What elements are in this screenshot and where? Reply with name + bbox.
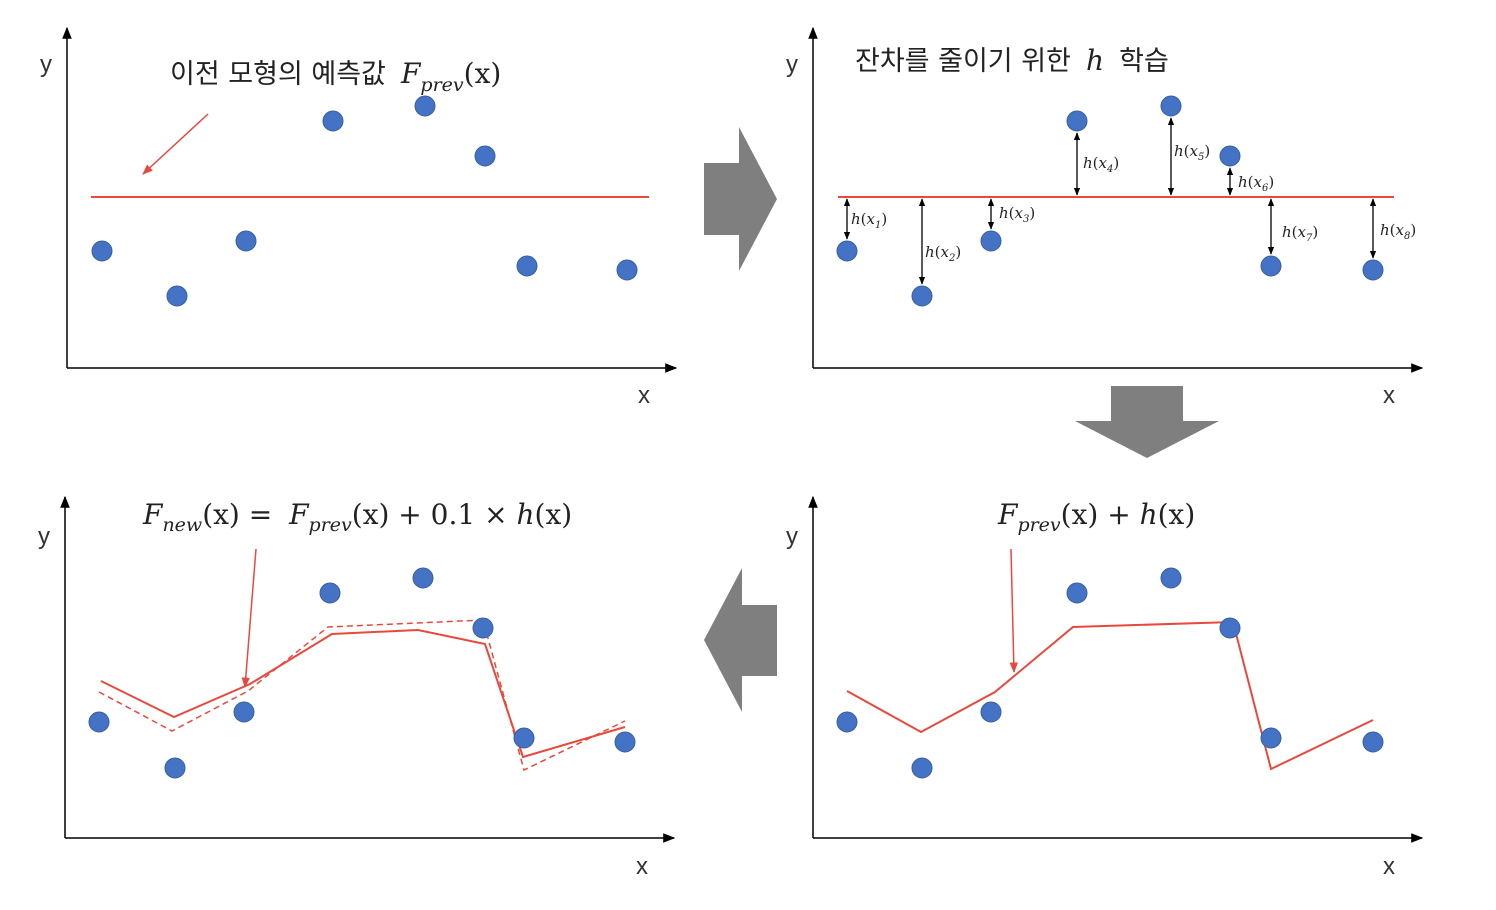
x-axis-label: x	[636, 853, 648, 880]
data-point	[1160, 567, 1182, 589]
residual-label: h(x1)	[851, 210, 887, 231]
panel-residual: y x 잔차를 줄이기 위한 h 학습 h(x1) h(x2) h(x3) h(…	[786, 26, 1424, 409]
data-point	[980, 701, 1002, 723]
data-point	[513, 727, 535, 749]
data-point	[1219, 617, 1241, 639]
residual-labels: h(x1) h(x2) h(x3) h(x4) h(x5) h(x6) h(x7…	[851, 142, 1416, 264]
pointer-arrow	[241, 548, 257, 689]
data-point	[1260, 727, 1282, 749]
residual-label: h(x2)	[925, 243, 961, 264]
residual-label: h(x4)	[1083, 154, 1119, 175]
data-point	[616, 259, 638, 281]
data-point	[1362, 731, 1384, 753]
prediction-line	[846, 620, 1374, 771]
pointer-arrow	[142, 113, 209, 175]
data-point	[472, 617, 494, 639]
data-points	[836, 95, 1384, 307]
data-point	[235, 230, 257, 252]
arrow-left-block	[704, 568, 777, 712]
fprev-plus-h-dashed-line	[98, 619, 626, 772]
data-point	[319, 582, 341, 604]
residual-label: h(x5)	[1174, 142, 1210, 163]
pointer-arrow	[1009, 548, 1018, 674]
data-point	[1066, 582, 1088, 604]
data-point	[322, 110, 344, 132]
data-point	[980, 230, 1002, 252]
residual-arrows	[843, 117, 1377, 285]
data-point	[1160, 95, 1182, 117]
data-points	[836, 567, 1384, 779]
y-axis-label: y	[40, 51, 52, 78]
data-point	[836, 240, 858, 262]
panel-formula: Fnew(x) = Fprev(x) + 0.1 × h(x)	[142, 498, 572, 536]
data-point	[1219, 145, 1241, 167]
data-point	[91, 240, 113, 262]
data-point	[1066, 110, 1088, 132]
data-point	[1362, 259, 1384, 281]
fnew-line	[100, 628, 626, 759]
residual-label: h(x6)	[1238, 173, 1274, 194]
data-point	[1260, 255, 1282, 277]
panel-new: y x Fnew(x) = Fprev(x) + 0.1 × h(x)	[38, 495, 676, 880]
residual-label: h(x7)	[1282, 223, 1318, 244]
data-point	[614, 731, 636, 753]
arrow-right-block	[704, 127, 777, 271]
data-point	[164, 757, 186, 779]
panel-title: 이전 모형의 예측값 Fprev(x)	[170, 57, 501, 96]
data-point	[412, 567, 434, 589]
data-point	[166, 285, 188, 307]
data-point	[414, 95, 436, 117]
data-points	[91, 95, 638, 307]
panel-title: 잔차를 줄이기 위한 h 학습	[855, 44, 1169, 77]
residual-label: h(x8)	[1380, 221, 1416, 242]
y-axis-label: y	[786, 523, 798, 550]
panel-prev: y x 이전 모형의 예측값 Fprev(x)	[40, 26, 678, 409]
y-axis-label: y	[38, 523, 50, 550]
x-axis-label: x	[638, 382, 650, 409]
arrow-down-block	[1075, 386, 1219, 458]
data-point	[233, 701, 255, 723]
data-point	[516, 255, 538, 277]
data-point	[911, 285, 933, 307]
residual-label: h(x3)	[999, 204, 1035, 225]
data-point	[836, 711, 858, 733]
data-point	[474, 145, 496, 167]
panel-formula: Fprev(x) + h(x)	[997, 498, 1195, 536]
data-point	[911, 757, 933, 779]
data-points	[88, 567, 636, 779]
data-point	[88, 711, 110, 733]
y-axis-label: y	[786, 51, 798, 78]
panel-sum: y x Fprev(x) + h(x)	[786, 495, 1424, 880]
x-axis-label: x	[1383, 382, 1395, 409]
x-axis-label: x	[1383, 853, 1395, 880]
